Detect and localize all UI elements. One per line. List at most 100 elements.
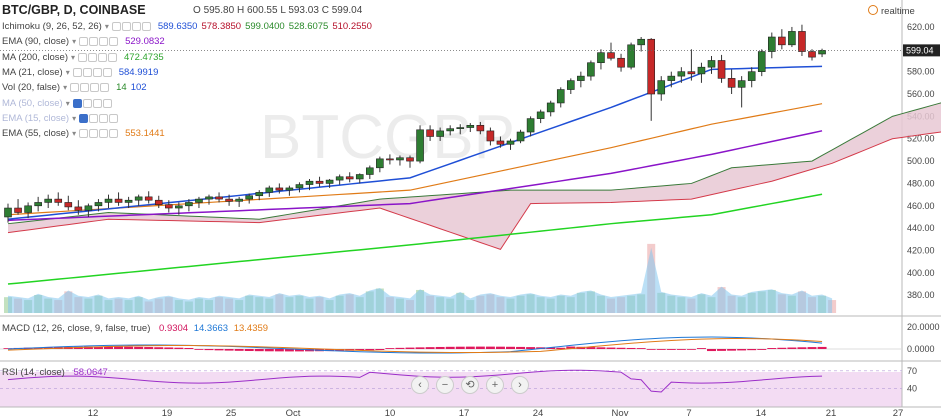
- indicator-row[interactable]: EMA (90, close) ▾ 529.0832: [2, 35, 165, 48]
- close-icon[interactable]: [99, 113, 109, 123]
- candle: [657, 76, 666, 101]
- macd-histogram-bar: [244, 349, 254, 352]
- candle: [325, 178, 334, 188]
- indicator-row[interactable]: EMA (15, close) ▾: [2, 112, 119, 125]
- close-icon[interactable]: [99, 37, 109, 47]
- candle: [546, 100, 555, 117]
- macd-histogram-bar: [284, 349, 294, 352]
- candle: [14, 199, 22, 215]
- chevron-down-icon[interactable]: ▾: [65, 67, 70, 77]
- candle-body: [64, 202, 73, 208]
- last-price-tag: [903, 44, 940, 57]
- symbol-title[interactable]: BTC/GBP, D, COINBASE: [2, 3, 146, 17]
- indicator-row[interactable]: MA (200, close) ▾ 472.4735: [2, 51, 164, 64]
- more-icon[interactable]: [102, 98, 112, 108]
- settings-icon[interactable]: [89, 37, 99, 47]
- more-icon[interactable]: [109, 37, 119, 47]
- more-icon[interactable]: [102, 67, 112, 77]
- x-tick-label: 7: [686, 408, 691, 419]
- candle-body: [637, 38, 645, 46]
- zoom-out-button[interactable]: −: [436, 376, 454, 394]
- settings-icon[interactable]: [82, 98, 92, 108]
- settings-icon[interactable]: [121, 22, 131, 31]
- ma21-line: [7, 65, 823, 220]
- candle-body: [215, 196, 223, 200]
- chevron-down-icon[interactable]: ▾: [72, 113, 77, 123]
- macd-histogram-bar: [727, 349, 737, 351]
- chevron-down-icon[interactable]: ▾: [71, 52, 76, 62]
- macd-legend[interactable]: MACD (12, 26, close, 9, false, true) 0.9…: [2, 323, 268, 334]
- macd-histogram-bar: [666, 349, 676, 350]
- visibility-icon[interactable]: [78, 52, 88, 62]
- candle-body: [34, 202, 42, 207]
- macd-histogram-bar: [767, 348, 777, 349]
- candle: [757, 49, 766, 77]
- candle: [245, 193, 253, 204]
- y-tick-label: 440.00: [907, 223, 935, 233]
- macd-histogram-bar: [636, 348, 646, 349]
- reset-chart-button[interactable]: ⟲: [461, 376, 479, 394]
- candle: [466, 123, 475, 133]
- last-price-label: 599.04: [906, 45, 934, 55]
- macd-histogram-bar: [114, 346, 124, 349]
- candle-body: [144, 196, 153, 201]
- candle: [476, 121, 485, 135]
- chevron-down-icon[interactable]: ▾: [72, 37, 77, 47]
- indicator-row[interactable]: Ichimoku (9, 26, 52, 26) ▾ 589.6350 578.385…: [2, 20, 372, 33]
- more-icon[interactable]: [109, 129, 119, 139]
- macd-histogram-bar: [43, 347, 53, 349]
- candle: [556, 87, 565, 108]
- more-icon[interactable]: [100, 83, 110, 93]
- zoom-in-button[interactable]: +: [486, 376, 504, 394]
- scroll-right-button[interactable]: ›: [511, 376, 529, 394]
- visibility-icon[interactable]: [111, 22, 121, 31]
- candle: [185, 199, 193, 212]
- more-icon[interactable]: [141, 22, 151, 31]
- rsi-tick-label: 70: [907, 366, 917, 376]
- candle: [134, 194, 143, 206]
- rsi-legend[interactable]: RSI (14, close) 58.0647: [2, 367, 108, 378]
- close-icon[interactable]: [92, 98, 102, 108]
- scroll-left-button[interactable]: ‹: [411, 376, 429, 394]
- candle: [667, 71, 676, 88]
- close-icon[interactable]: [131, 22, 141, 31]
- more-icon[interactable]: [108, 52, 118, 62]
- chevron-down-icon[interactable]: ▾: [72, 129, 77, 139]
- chevron-down-icon[interactable]: ▾: [65, 98, 70, 108]
- candle: [566, 78, 575, 95]
- candle-body: [456, 127, 465, 129]
- candle: [717, 54, 726, 83]
- indicator-row[interactable]: MA (21, close) ▾ 584.9919: [2, 66, 158, 79]
- settings-icon[interactable]: [88, 52, 98, 62]
- visibility-icon[interactable]: [72, 67, 82, 77]
- indicator-row[interactable]: MA (50, close) ▾: [2, 97, 113, 110]
- candle: [215, 192, 223, 203]
- realtime-indicator[interactable]: realtime: [868, 5, 915, 17]
- indicator-value: 553.1441: [125, 128, 165, 140]
- visibility-icon[interactable]: [70, 83, 80, 93]
- visibility-icon[interactable]: [72, 98, 82, 108]
- settings-icon[interactable]: [89, 129, 99, 139]
- ohlc-high-label: H: [236, 5, 245, 16]
- visibility-icon[interactable]: [79, 113, 89, 123]
- candle-body: [386, 158, 394, 161]
- settings-icon[interactable]: [89, 113, 99, 123]
- candle: [607, 42, 615, 61]
- settings-icon[interactable]: [80, 83, 90, 93]
- close-icon[interactable]: [92, 67, 102, 77]
- close-icon[interactable]: [90, 83, 100, 93]
- settings-icon[interactable]: [82, 67, 92, 77]
- macd-histogram-bar: [445, 346, 455, 349]
- close-icon[interactable]: [98, 52, 108, 62]
- chevron-down-icon[interactable]: ▾: [104, 22, 109, 31]
- indicator-row[interactable]: Vol (20, false) ▾ 14 102: [2, 81, 147, 94]
- visibility-icon[interactable]: [79, 129, 89, 139]
- visibility-icon[interactable]: [79, 37, 89, 47]
- macd-histogram-bar: [516, 346, 526, 349]
- more-icon[interactable]: [109, 113, 119, 123]
- candle-body: [657, 80, 666, 95]
- indicator-row[interactable]: EMA (55, close) ▾ 553.1441: [2, 127, 165, 140]
- chevron-down-icon[interactable]: ▾: [63, 83, 68, 93]
- close-icon[interactable]: [99, 129, 109, 139]
